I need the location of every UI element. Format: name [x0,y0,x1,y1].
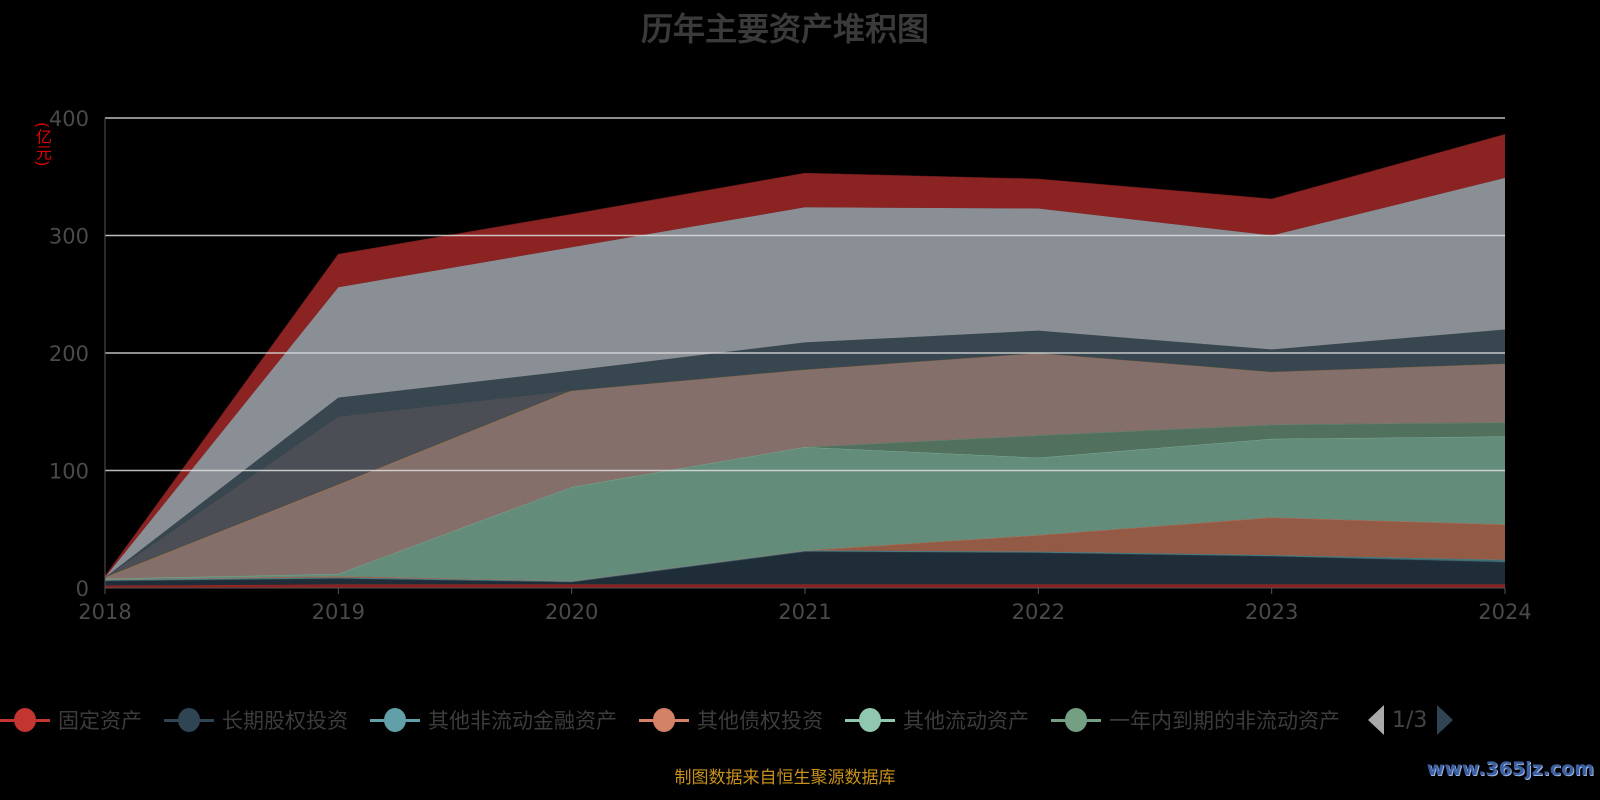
area-series-4 [105,436,1505,581]
legend-marker-icon [370,708,420,732]
legend-item[interactable]: 一年内到期的非流动资产 [1051,705,1340,735]
watermark: www.365jz.com [1426,758,1594,780]
source-note: 制图数据来自恒生聚源数据库 [674,768,896,788]
y-axis-label: (亿元) [33,122,52,167]
legend-page-indicator: 1/3 [1392,707,1428,733]
y-tick-label: 100 [49,460,89,484]
legend-marker-icon [1051,708,1101,732]
legend-next-icon[interactable] [1437,705,1454,735]
legend-item[interactable]: 其他非流动金融资产 [370,705,617,735]
legend-pager: 1/3 [1368,705,1454,735]
legend: 固定资产 长期股权投资 其他非流动金融资产 其他债权投资 其他流动资产 一年内到期的非流动… [0,704,1454,736]
area-series-0 [105,584,1505,588]
legend-item[interactable]: 固定资产 [0,705,142,735]
x-tick-label: 2018 [78,600,131,624]
legend-marker-icon [639,708,689,732]
area-series-3 [105,517,1505,581]
legend-item[interactable]: 长期股权投资 [164,705,348,735]
legend-item[interactable]: 其他债权投资 [639,705,823,735]
chart-title: 历年主要资产堆积图 [640,10,929,48]
legend-marker-icon [845,708,895,732]
legend-label: 固定资产 [58,709,142,733]
area-series-7 [105,353,1505,578]
legend-label: 其他非流动金融资产 [428,709,617,733]
legend-label: 长期股权投资 [222,709,348,733]
y-tick-label: 400 [49,107,89,131]
x-tick-label: 2020 [545,600,598,624]
y-tick-label: 300 [49,225,89,249]
x-tick-label: 2022 [1012,600,1065,624]
x-tick-label: 2024 [1478,600,1531,624]
area-series-1 [105,551,1505,586]
legend-label: 一年内到期的非流动资产 [1109,709,1340,733]
legend-label: 其他流动资产 [903,709,1029,733]
legend-marker-icon [0,708,50,732]
legend-marker-icon [164,708,214,732]
legend-label: 其他债权投资 [697,709,823,733]
area-series-2 [105,550,1505,583]
y-tick-label: 200 [49,342,89,366]
legend-item[interactable]: 其他流动资产 [845,705,1029,735]
x-tick-label: 2021 [778,600,831,624]
area-series-9 [105,177,1505,578]
area-series-8 [105,329,1505,578]
x-tick-label: 2019 [312,600,365,624]
area-series-10 [105,134,1505,578]
y-tick-label: 0 [76,577,89,601]
x-tick-label: 2023 [1245,600,1298,624]
area-series-6 [105,353,1505,579]
line-series-10 [104,133,1506,577]
legend-prev-icon[interactable] [1368,705,1384,735]
